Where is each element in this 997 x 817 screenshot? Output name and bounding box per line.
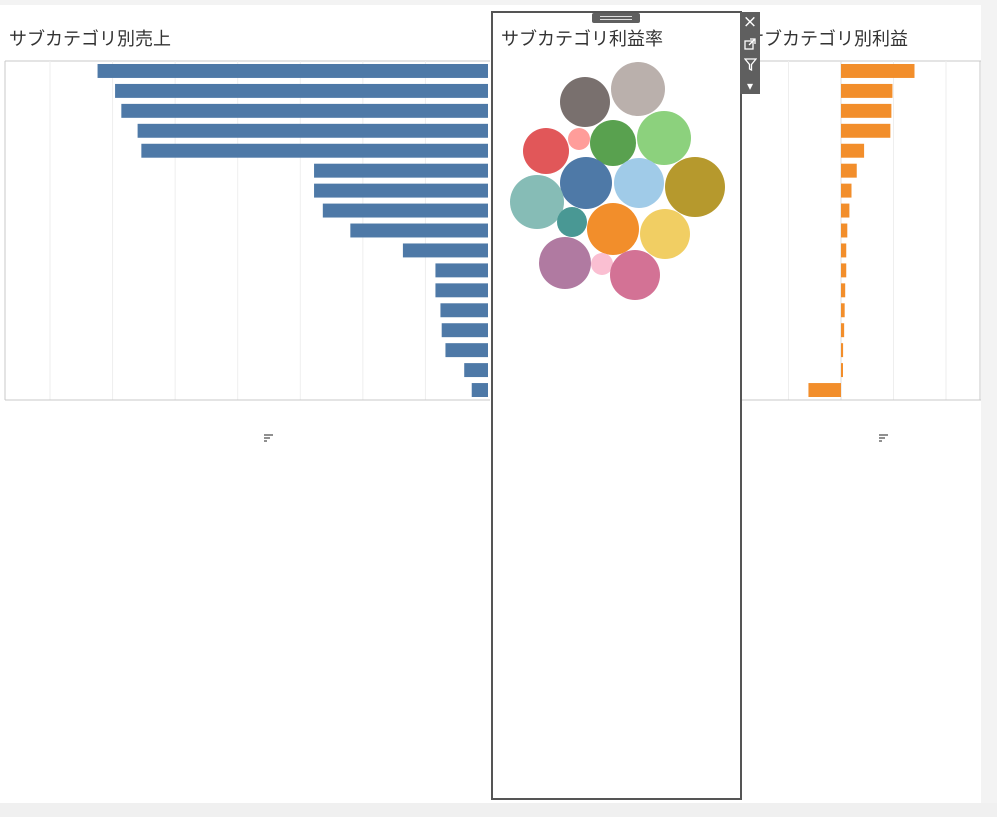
move-handle[interactable]	[592, 13, 640, 23]
top-strip	[0, 0, 997, 5]
bubble	[568, 128, 590, 150]
bubble	[523, 128, 569, 174]
bar	[137, 123, 488, 138]
bar	[841, 343, 844, 358]
bubble	[560, 157, 612, 209]
filter-icon	[743, 58, 757, 71]
sort-icon[interactable]	[879, 434, 888, 442]
bubble	[590, 120, 636, 166]
profit-sheet[interactable]: サブカテゴリ別利益	[742, 5, 981, 455]
bar	[808, 383, 841, 397]
close-button[interactable]: ×	[740, 12, 760, 33]
bubble-chart[interactable]	[493, 13, 740, 313]
sales-chart[interactable]	[0, 5, 490, 455]
bubble	[637, 111, 691, 165]
bubble	[539, 237, 591, 289]
bottom-strip	[0, 803, 997, 817]
bar	[841, 83, 893, 98]
bubble	[510, 175, 564, 229]
bar	[314, 163, 488, 178]
sheet-toolbar: × ▾	[740, 12, 760, 94]
bar	[440, 303, 488, 318]
dropdown-arrow-icon: ▾	[746, 78, 754, 93]
bar	[841, 163, 857, 178]
close-icon: ×	[742, 12, 758, 32]
bubble	[587, 203, 639, 255]
bar	[841, 263, 847, 278]
bar	[141, 143, 488, 158]
popout-button[interactable]	[740, 33, 760, 54]
bar	[841, 183, 852, 198]
profit-title: サブカテゴリ別利益	[746, 29, 908, 50]
bar	[841, 123, 891, 138]
bar	[322, 203, 488, 218]
bar	[841, 243, 847, 258]
bar	[445, 343, 488, 358]
bar	[841, 363, 843, 378]
bar	[841, 223, 848, 238]
bubble	[611, 62, 665, 116]
bubble	[614, 158, 664, 208]
bubble	[640, 209, 690, 259]
bar	[350, 223, 488, 238]
bar	[464, 363, 488, 378]
bar	[121, 103, 489, 118]
bubble	[591, 253, 613, 275]
bubble	[557, 207, 587, 237]
bubble	[560, 77, 610, 127]
profit-chart[interactable]	[742, 5, 981, 455]
bar	[841, 283, 846, 298]
bar	[841, 64, 915, 78]
bar	[471, 383, 488, 397]
bar	[314, 183, 488, 198]
bar	[402, 243, 488, 258]
rate-sheet[interactable]: サブカテゴリ利益率	[491, 11, 742, 800]
bar	[435, 263, 488, 278]
bubble	[665, 157, 725, 217]
bar	[97, 64, 488, 78]
sales-sheet[interactable]: サブカテゴリ別売上	[0, 5, 490, 455]
sort-icon[interactable]	[264, 434, 273, 442]
bar	[441, 323, 488, 338]
filter-button[interactable]	[740, 54, 760, 75]
popout-icon	[744, 37, 756, 50]
rate-title: サブカテゴリ利益率	[501, 29, 663, 50]
bar	[841, 143, 865, 158]
more-options-button[interactable]: ▾	[740, 75, 760, 96]
bar	[435, 283, 488, 298]
bubble	[610, 250, 660, 300]
bar	[841, 103, 892, 118]
bar	[841, 323, 845, 338]
bar	[115, 83, 489, 98]
bar	[841, 303, 845, 318]
sales-title: サブカテゴリ別売上	[9, 29, 171, 50]
bar	[841, 203, 850, 218]
right-strip	[981, 0, 997, 817]
